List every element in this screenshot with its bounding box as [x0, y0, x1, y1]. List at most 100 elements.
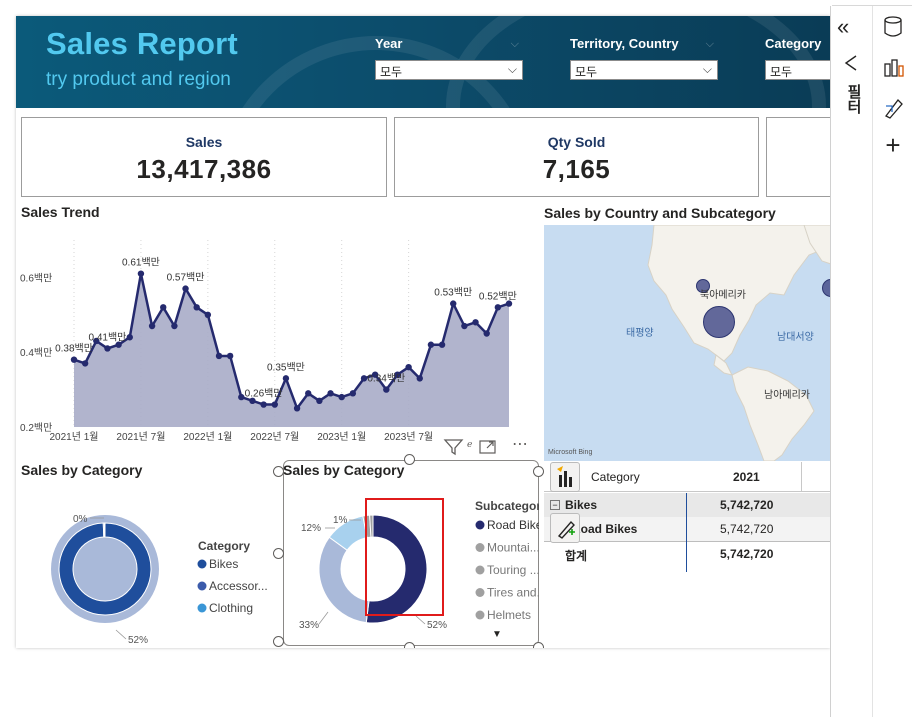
category-slicer[interactable]: Category 모두 [765, 36, 830, 80]
map-bubble-canada[interactable] [696, 279, 710, 293]
resize-handle[interactable] [533, 466, 544, 477]
data-point[interactable] [70, 356, 78, 363]
data-point[interactable] [126, 334, 133, 341]
subcategory-slice[interactable] [318, 536, 370, 624]
add-pane-icon[interactable]: + [885, 130, 901, 160]
data-point[interactable] [249, 397, 256, 405]
data-point[interactable] [148, 322, 156, 330]
resize-handle[interactable] [273, 636, 284, 647]
data-point[interactable] [93, 337, 100, 345]
filter-icon[interactable] [839, 50, 869, 80]
resize-handle[interactable] [273, 548, 284, 559]
legend-marker[interactable] [475, 520, 485, 530]
year-slicer[interactable]: Year ⌵ 모두 ⌵ [375, 36, 523, 80]
sales-card[interactable]: Sales 13,417,386 [21, 117, 387, 197]
table-row[interactable]: Road Bikes 5,742,720 [544, 517, 830, 541]
category-slicer-dropdown[interactable]: 모두 [765, 60, 830, 80]
visualization-type-button[interactable] [550, 462, 580, 492]
visualizations-icon[interactable] [878, 52, 908, 82]
legend-item[interactable]: Road Bikes [487, 518, 539, 532]
format-icon[interactable] [878, 92, 908, 122]
data-point[interactable] [371, 371, 379, 378]
qty-sold-card[interactable]: Qty Sold 7,165 [394, 117, 759, 197]
category-donut-chart-2[interactable]: 52% 33% 12% 1% Subcategory Road Bikes Mountai.… [283, 478, 539, 644]
third-card[interactable] [766, 117, 830, 197]
data-point[interactable] [271, 401, 278, 408]
table-row[interactable]: − Bikes 5,742,720 [544, 493, 830, 517]
data-point[interactable] [260, 401, 267, 408]
subcategory-slice[interactable] [369, 514, 374, 538]
data-point[interactable] [338, 393, 345, 401]
data-point[interactable] [137, 270, 145, 277]
legend-marker[interactable] [197, 581, 207, 591]
legend-marker[interactable] [475, 543, 485, 552]
data-point[interactable] [293, 405, 301, 412]
focus-mode-icon[interactable] [478, 438, 498, 456]
filter-icon[interactable] [443, 437, 465, 457]
data-point[interactable] [171, 322, 178, 330]
territory-slicer-dropdown[interactable]: 모두 ⌵ [570, 60, 718, 80]
legend-item[interactable]: Clothing [209, 601, 253, 615]
resize-handle[interactable] [273, 466, 284, 477]
data-icon[interactable] [878, 12, 908, 42]
data-point[interactable] [494, 304, 502, 311]
expand-pane-icon[interactable]: « [837, 14, 850, 39]
data-point[interactable] [505, 300, 513, 307]
category-donut-chart-1[interactable]: 0% 52% Category Bikes Accessor... Clothing [16, 484, 278, 644]
legend-item[interactable]: Bikes [209, 557, 238, 571]
data-point[interactable] [349, 390, 357, 397]
resize-handle[interactable] [404, 454, 415, 465]
data-point[interactable] [416, 375, 423, 382]
data-point[interactable] [282, 375, 290, 382]
filters-pane-collapsed[interactable]: « 필터 [830, 6, 872, 717]
legend-marker[interactable] [475, 610, 485, 620]
legend-item[interactable]: Accessor... [209, 579, 268, 593]
legend-marker[interactable] [475, 565, 485, 575]
legend-marker[interactable] [197, 603, 207, 613]
data-point[interactable] [394, 371, 401, 378]
data-point[interactable] [115, 341, 122, 348]
data-point[interactable] [305, 390, 312, 397]
collapse-toggle-icon[interactable]: − [550, 500, 560, 510]
resize-handle[interactable] [533, 642, 544, 648]
category-slice[interactable] [58, 522, 152, 616]
legend-item[interactable]: Tires and... [487, 586, 539, 600]
legend-item[interactable]: Touring ... [487, 563, 539, 577]
data-point[interactable] [472, 319, 479, 326]
more-options-icon[interactable]: ⋯ [512, 436, 529, 453]
data-point[interactable] [215, 352, 223, 360]
data-point[interactable] [104, 345, 111, 352]
data-point[interactable] [483, 330, 490, 337]
map-bubble-united-states[interactable] [703, 306, 735, 338]
sales-trend-chart[interactable]: 2021년 1월 2021년 7월 2022년 1월 2022년 7월 2023년 1월… [16, 222, 541, 462]
data-point[interactable] [81, 360, 89, 367]
data-point[interactable] [226, 352, 234, 360]
data-point[interactable] [204, 311, 212, 318]
subcategory-slice[interactable] [365, 514, 428, 624]
legend-item[interactable]: Mountai... [487, 541, 539, 555]
sales-map[interactable]: 북아메리카 남아메리카 태평양 남대서양 Microsoft Bing [544, 225, 830, 461]
data-point[interactable] [327, 390, 334, 397]
table-header-2021[interactable]: 2021 [733, 470, 760, 484]
data-point[interactable] [193, 304, 200, 311]
legend-marker[interactable] [475, 588, 485, 597]
data-point[interactable] [438, 341, 446, 348]
category-slice[interactable] [103, 522, 106, 538]
format-visual-button[interactable] [550, 513, 580, 543]
data-point[interactable] [316, 397, 323, 405]
data-point[interactable] [238, 393, 245, 401]
table-header-category[interactable]: Category [591, 470, 640, 484]
data-point[interactable] [461, 322, 468, 330]
legend-item[interactable]: Helmets [487, 608, 531, 622]
data-point[interactable] [450, 300, 457, 307]
scroll-down-icon[interactable]: ▼ [492, 629, 502, 640]
data-point[interactable] [160, 304, 167, 311]
data-point[interactable] [405, 363, 412, 371]
data-point[interactable] [182, 285, 189, 292]
data-point[interactable] [360, 375, 368, 382]
category-table[interactable]: Category 2021 − Bikes 5,742,720 Road Bik… [544, 462, 830, 572]
data-point[interactable] [427, 341, 435, 348]
legend-marker[interactable] [197, 559, 207, 569]
table-total-row[interactable]: 합계 5,742,720 [544, 541, 830, 565]
resize-handle[interactable] [404, 642, 415, 648]
